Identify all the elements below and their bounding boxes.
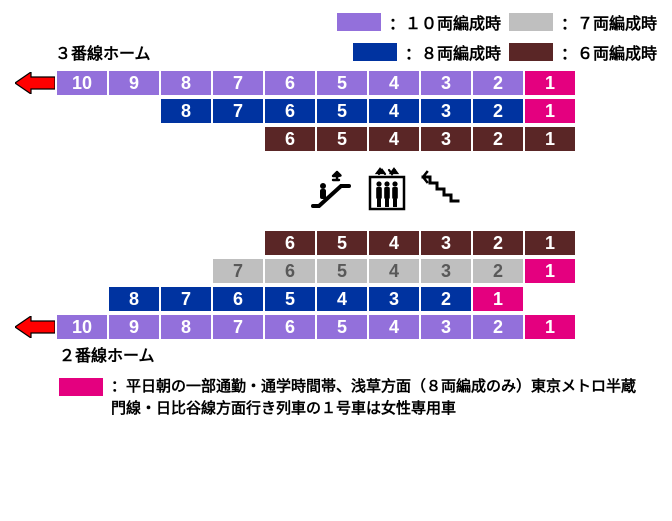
car-cell: 5 [317, 127, 367, 151]
car-cell: 1 [525, 127, 575, 151]
car-cell: 8 [161, 99, 211, 123]
direction-arrow-icon [15, 316, 57, 338]
platform-3-rows: 1098765432187654321654321 [15, 70, 657, 152]
car-cell: 5 [317, 231, 367, 255]
footnote-text: ：平日朝の一部通勤・通学時間帯、浅草方面（８両編成のみ）東京メトロ半蔵門線・日比… [111, 376, 637, 420]
car-cell: 8 [161, 71, 211, 95]
car-cell: 3 [421, 71, 471, 95]
car-cell: 9 [109, 71, 159, 95]
legend-swatch-10car [337, 13, 381, 31]
car-group: 654321 [265, 127, 575, 151]
car-cell: 9 [109, 315, 159, 339]
car-cell: 2 [421, 287, 471, 311]
footnote-swatch [59, 378, 103, 396]
car-cell: 7 [213, 71, 263, 95]
footnote: ：平日朝の一部通勤・通学時間帯、浅草方面（８両編成のみ）東京メトロ半蔵門線・日比… [15, 376, 657, 420]
facility-icons-row [115, 166, 657, 216]
car-cell: 2 [473, 259, 523, 283]
car-cell: 4 [369, 71, 419, 95]
platform-2-label: ２番線ホーム [15, 342, 657, 366]
car-cell: 1 [525, 71, 575, 95]
car-cell: 3 [369, 287, 419, 311]
car-group: 87654321 [161, 99, 575, 123]
car-cell: 5 [317, 71, 367, 95]
car-cell: 8 [109, 287, 159, 311]
car-cell: 1 [525, 259, 575, 283]
legend-row-2: ３番線ホーム ：８両編成時 ：６両編成時 [15, 40, 657, 64]
car-cell: 7 [213, 99, 263, 123]
car-cell: 10 [57, 71, 107, 95]
car-cell: 3 [421, 231, 471, 255]
car-cell: 3 [421, 315, 471, 339]
car-cell: 4 [317, 287, 367, 311]
car-cell: 5 [265, 287, 315, 311]
car-cell: 3 [421, 127, 471, 151]
car-cell: 2 [473, 99, 523, 123]
car-group: 10987654321 [57, 315, 575, 339]
legend-label-7car: ：７両編成時 [561, 10, 657, 34]
car-cell: 1 [525, 231, 575, 255]
car-cell: 7 [213, 315, 263, 339]
car-cell: 4 [369, 315, 419, 339]
car-cell: 5 [317, 259, 367, 283]
direction-arrow-icon [15, 72, 57, 94]
car-group: 654321 [265, 231, 575, 255]
car-group: 7654321 [213, 259, 575, 283]
car-cell: 4 [369, 259, 419, 283]
train-row: 654321 [15, 230, 657, 256]
car-cell: 4 [369, 99, 419, 123]
car-cell: 4 [369, 231, 419, 255]
car-cell: 6 [265, 231, 315, 255]
train-row: 87654321 [15, 286, 657, 312]
legend-swatch-7car [509, 13, 553, 31]
car-cell: 7 [213, 259, 263, 283]
car-cell: 1 [525, 99, 575, 123]
train-row: 7654321 [15, 258, 657, 284]
train-row: 10987654321 [15, 70, 657, 96]
car-group: 10987654321 [57, 71, 575, 95]
legend-label-10car: ：１０両編成時 [389, 10, 501, 34]
legend-label-6car: ：６両編成時 [561, 40, 657, 64]
car-cell: 6 [265, 259, 315, 283]
car-cell: 3 [421, 259, 471, 283]
car-cell: 8 [161, 315, 211, 339]
car-cell: 2 [473, 231, 523, 255]
car-cell: 6 [265, 315, 315, 339]
car-cell: 4 [369, 127, 419, 151]
legend-label-8car: ：８両編成時 [405, 40, 501, 64]
escalator-up-icon [309, 166, 355, 217]
car-cell: 6 [265, 99, 315, 123]
stairs-icon [419, 169, 463, 214]
train-row: 654321 [15, 126, 657, 152]
platform-3-label: ３番線ホーム [15, 40, 151, 64]
car-cell: 5 [317, 315, 367, 339]
car-cell: 1 [525, 315, 575, 339]
car-group: 87654321 [109, 287, 523, 311]
platform-2-rows: 65432176543218765432110987654321 [15, 230, 657, 340]
car-cell: 1 [473, 287, 523, 311]
elevator-icon [367, 167, 407, 216]
car-cell: 2 [473, 71, 523, 95]
car-cell: 2 [473, 315, 523, 339]
car-cell: 6 [265, 71, 315, 95]
legend-row-1: ：１０両編成時 ：７両編成時 [15, 10, 657, 34]
car-cell: 5 [317, 99, 367, 123]
car-cell: 2 [473, 127, 523, 151]
legend-swatch-8car [353, 43, 397, 61]
car-cell: 3 [421, 99, 471, 123]
car-cell: 10 [57, 315, 107, 339]
car-cell: 7 [161, 287, 211, 311]
car-cell: 6 [213, 287, 263, 311]
train-row: 10987654321 [15, 314, 657, 340]
legend-swatch-6car [509, 43, 553, 61]
train-row: 87654321 [15, 98, 657, 124]
car-cell: 6 [265, 127, 315, 151]
